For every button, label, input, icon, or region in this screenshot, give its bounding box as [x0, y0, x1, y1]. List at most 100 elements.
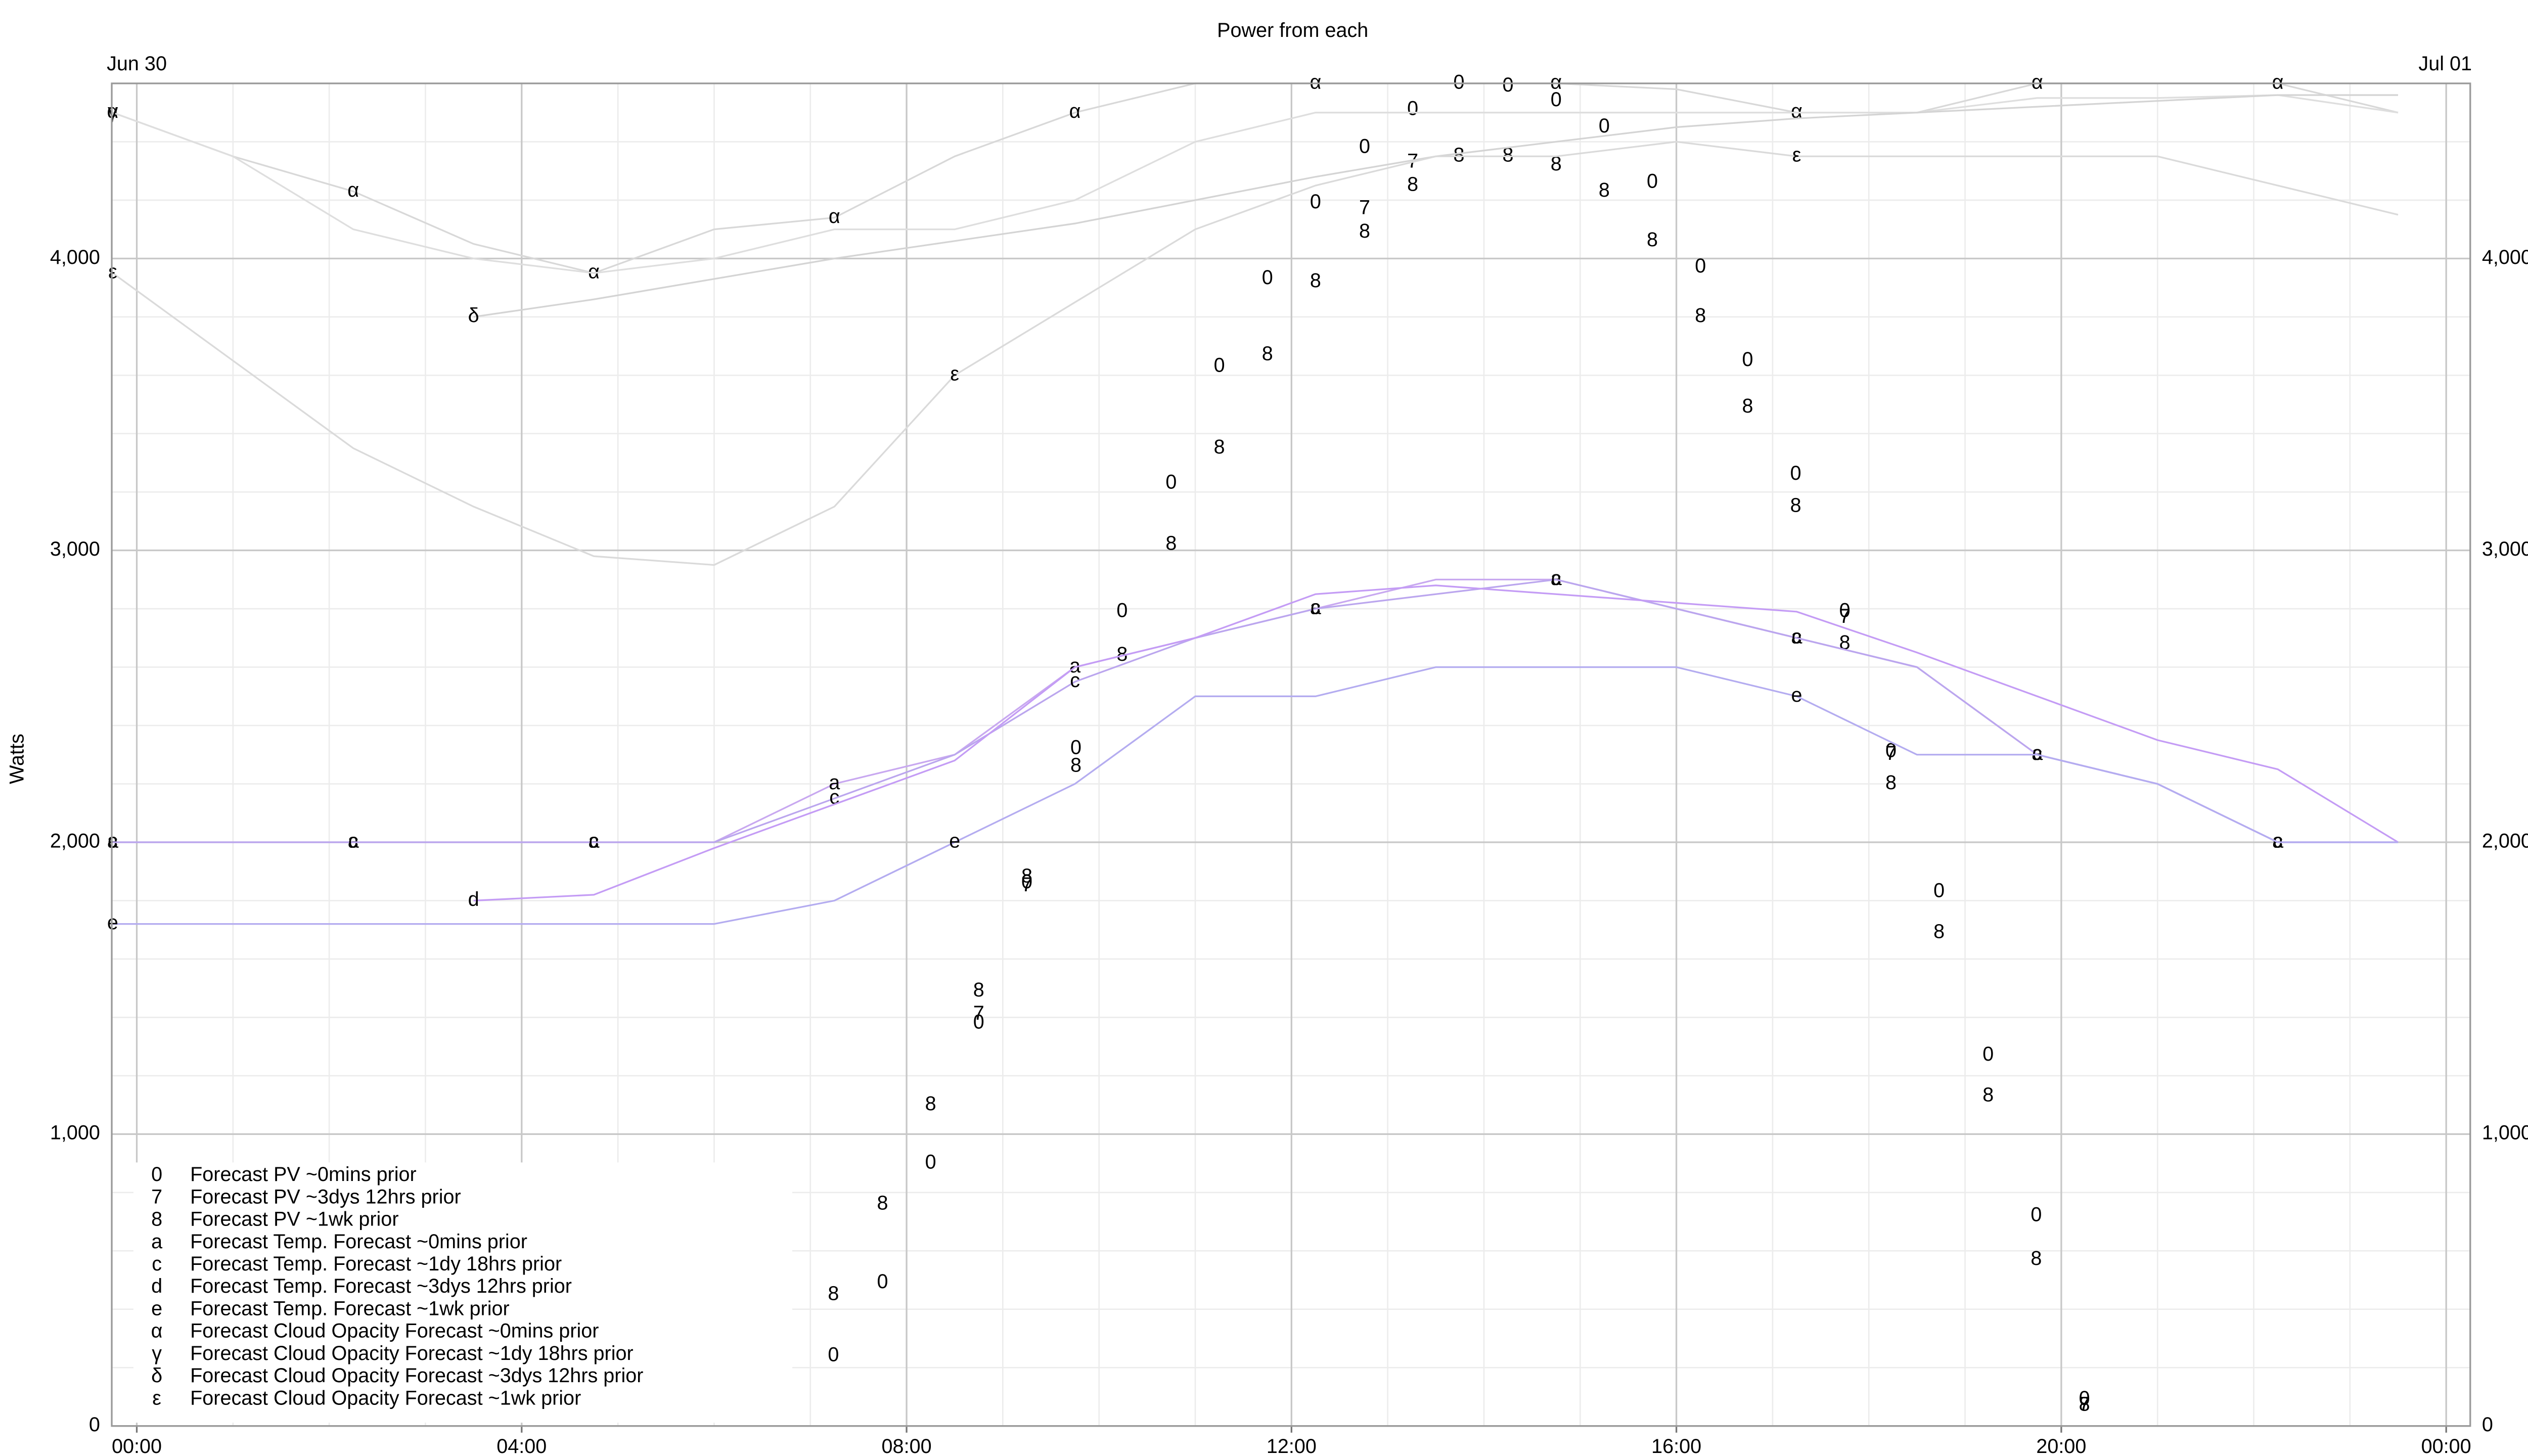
data-marker: e: [949, 830, 960, 852]
data-marker: a: [1310, 597, 1322, 619]
data-marker: 0: [1214, 354, 1225, 376]
data-marker: 8: [1551, 153, 1562, 175]
data-marker: ε: [1792, 144, 1801, 166]
data-marker: 0: [1165, 471, 1177, 493]
data-marker: 0: [973, 1011, 984, 1033]
data-marker: 8: [1359, 220, 1370, 242]
data-marker: a: [1551, 567, 1562, 589]
data-marker: a: [589, 830, 600, 852]
data-marker: α: [2032, 71, 2043, 93]
data-marker: c: [348, 830, 358, 852]
data-marker: 0: [1454, 71, 1465, 93]
data-marker: c: [108, 830, 118, 852]
data-marker: 8: [1885, 771, 1897, 794]
y-tick-label: 0: [89, 1414, 100, 1436]
legend-symbol: c: [152, 1253, 162, 1275]
data-marker: a: [829, 771, 840, 794]
legend-label: Forecast Temp. Forecast ~1dy 18hrs prior: [190, 1253, 562, 1275]
legend-label: Forecast PV ~1wk prior: [190, 1208, 398, 1231]
data-marker: d: [468, 888, 479, 911]
data-marker: ε: [108, 261, 117, 283]
legend-symbol: α: [151, 1320, 163, 1342]
data-marker: 0: [1262, 266, 1273, 289]
legend-symbol: 8: [151, 1208, 162, 1231]
data-marker: 8: [1933, 920, 1945, 942]
data-marker: α: [107, 100, 118, 122]
y2-tick-label: 2,000: [2482, 830, 2528, 852]
y-tick-label: 3,000: [50, 538, 100, 560]
data-marker: 8: [1021, 865, 1032, 887]
data-marker: 8: [1310, 269, 1321, 292]
data-marker: a: [107, 830, 119, 852]
data-marker: 0: [877, 1270, 888, 1293]
plot-area: 0000000000000000000000000000077777777888…: [107, 71, 2399, 1418]
data-marker: 0: [1551, 88, 1562, 111]
data-marker: 8: [1454, 144, 1465, 166]
legend-symbol: δ: [151, 1364, 162, 1387]
data-marker: 0: [925, 1151, 936, 1173]
y-tick-label: 1,000: [50, 1122, 100, 1144]
data-marker: a: [1791, 625, 1803, 648]
data-marker: 8: [925, 1093, 936, 1115]
data-marker: 8: [2079, 1393, 2090, 1416]
data-marker: α: [1550, 71, 1562, 93]
date-label: Jun 30: [107, 53, 167, 75]
data-marker: 0: [1407, 97, 1418, 119]
data-marker: 8: [1982, 1084, 1994, 1106]
legend-label: Forecast Temp. Forecast ~1wk prior: [190, 1297, 510, 1320]
y2-tick-label: 4,000: [2482, 246, 2528, 268]
data-marker: 0: [1503, 74, 1514, 96]
legend-symbol: d: [151, 1275, 162, 1297]
data-marker: 8: [1214, 436, 1225, 458]
legend-label: Forecast Cloud Opacity Forecast ~3dys 12…: [190, 1364, 643, 1387]
legend: 0 Forecast PV ~0mins prior 7 Forecast PV ~3…: [133, 1162, 793, 1423]
legend-symbol: a: [151, 1231, 163, 1253]
legend-box: [133, 1162, 793, 1423]
series-line: [112, 94, 2399, 274]
data-marker: e: [107, 912, 118, 934]
data-marker: 0: [1116, 599, 1127, 621]
data-marker: 0: [1070, 737, 1081, 759]
data-marker: 8: [1407, 173, 1418, 195]
data-marker: δ: [468, 304, 479, 327]
data-marker: α: [2272, 71, 2284, 93]
data-marker: 0: [1742, 348, 1753, 371]
data-marker: α: [1791, 100, 1802, 122]
data-marker: 8: [1742, 395, 1753, 417]
data-marker: c: [2273, 830, 2283, 852]
data-marker: 0: [1885, 739, 1897, 761]
data-marker: 8: [2030, 1247, 2042, 1269]
x-tick-label: 04:00: [496, 1435, 547, 1456]
data-marker: α: [347, 179, 359, 201]
series-line: [112, 578, 2399, 843]
data-marker: γ: [108, 100, 118, 122]
data-marker: e: [1791, 684, 1802, 706]
data-marker: 0: [2079, 1387, 2090, 1409]
legend-symbol: γ: [152, 1342, 162, 1364]
legend-label: Forecast Temp. Forecast ~0mins prior: [190, 1231, 527, 1253]
data-marker: 0: [1790, 462, 1801, 484]
series-line: [112, 141, 2399, 566]
legend-symbol: e: [151, 1297, 162, 1320]
data-marker: 8: [1262, 342, 1273, 365]
y2-tick-label: 3,000: [2482, 538, 2528, 560]
data-marker: 0: [1359, 135, 1370, 157]
legend-label: Forecast Cloud Opacity Forecast ~1wk pri…: [190, 1387, 581, 1409]
data-marker: 0: [1021, 871, 1032, 893]
plot-frame: [111, 82, 2471, 1427]
legend-label: Forecast Cloud Opacity Forecast ~0mins p…: [190, 1320, 599, 1342]
data-marker: 7: [2079, 1393, 2090, 1416]
data-marker: 8: [1790, 494, 1801, 517]
x-tick-label: 00:00: [112, 1435, 162, 1456]
data-marker: 8: [1070, 754, 1081, 776]
data-marker: 0: [828, 1344, 839, 1366]
data-marker: 0: [1647, 170, 1658, 193]
data-marker: 8: [973, 979, 984, 1001]
data-marker: 0: [1695, 255, 1706, 277]
x-tick-label: 20:00: [2036, 1435, 2086, 1456]
data-marker: 8: [1116, 643, 1127, 665]
data-marker: 7: [973, 1002, 984, 1024]
data-marker: 8: [1503, 144, 1514, 166]
data-marker: 0: [1839, 599, 1850, 621]
